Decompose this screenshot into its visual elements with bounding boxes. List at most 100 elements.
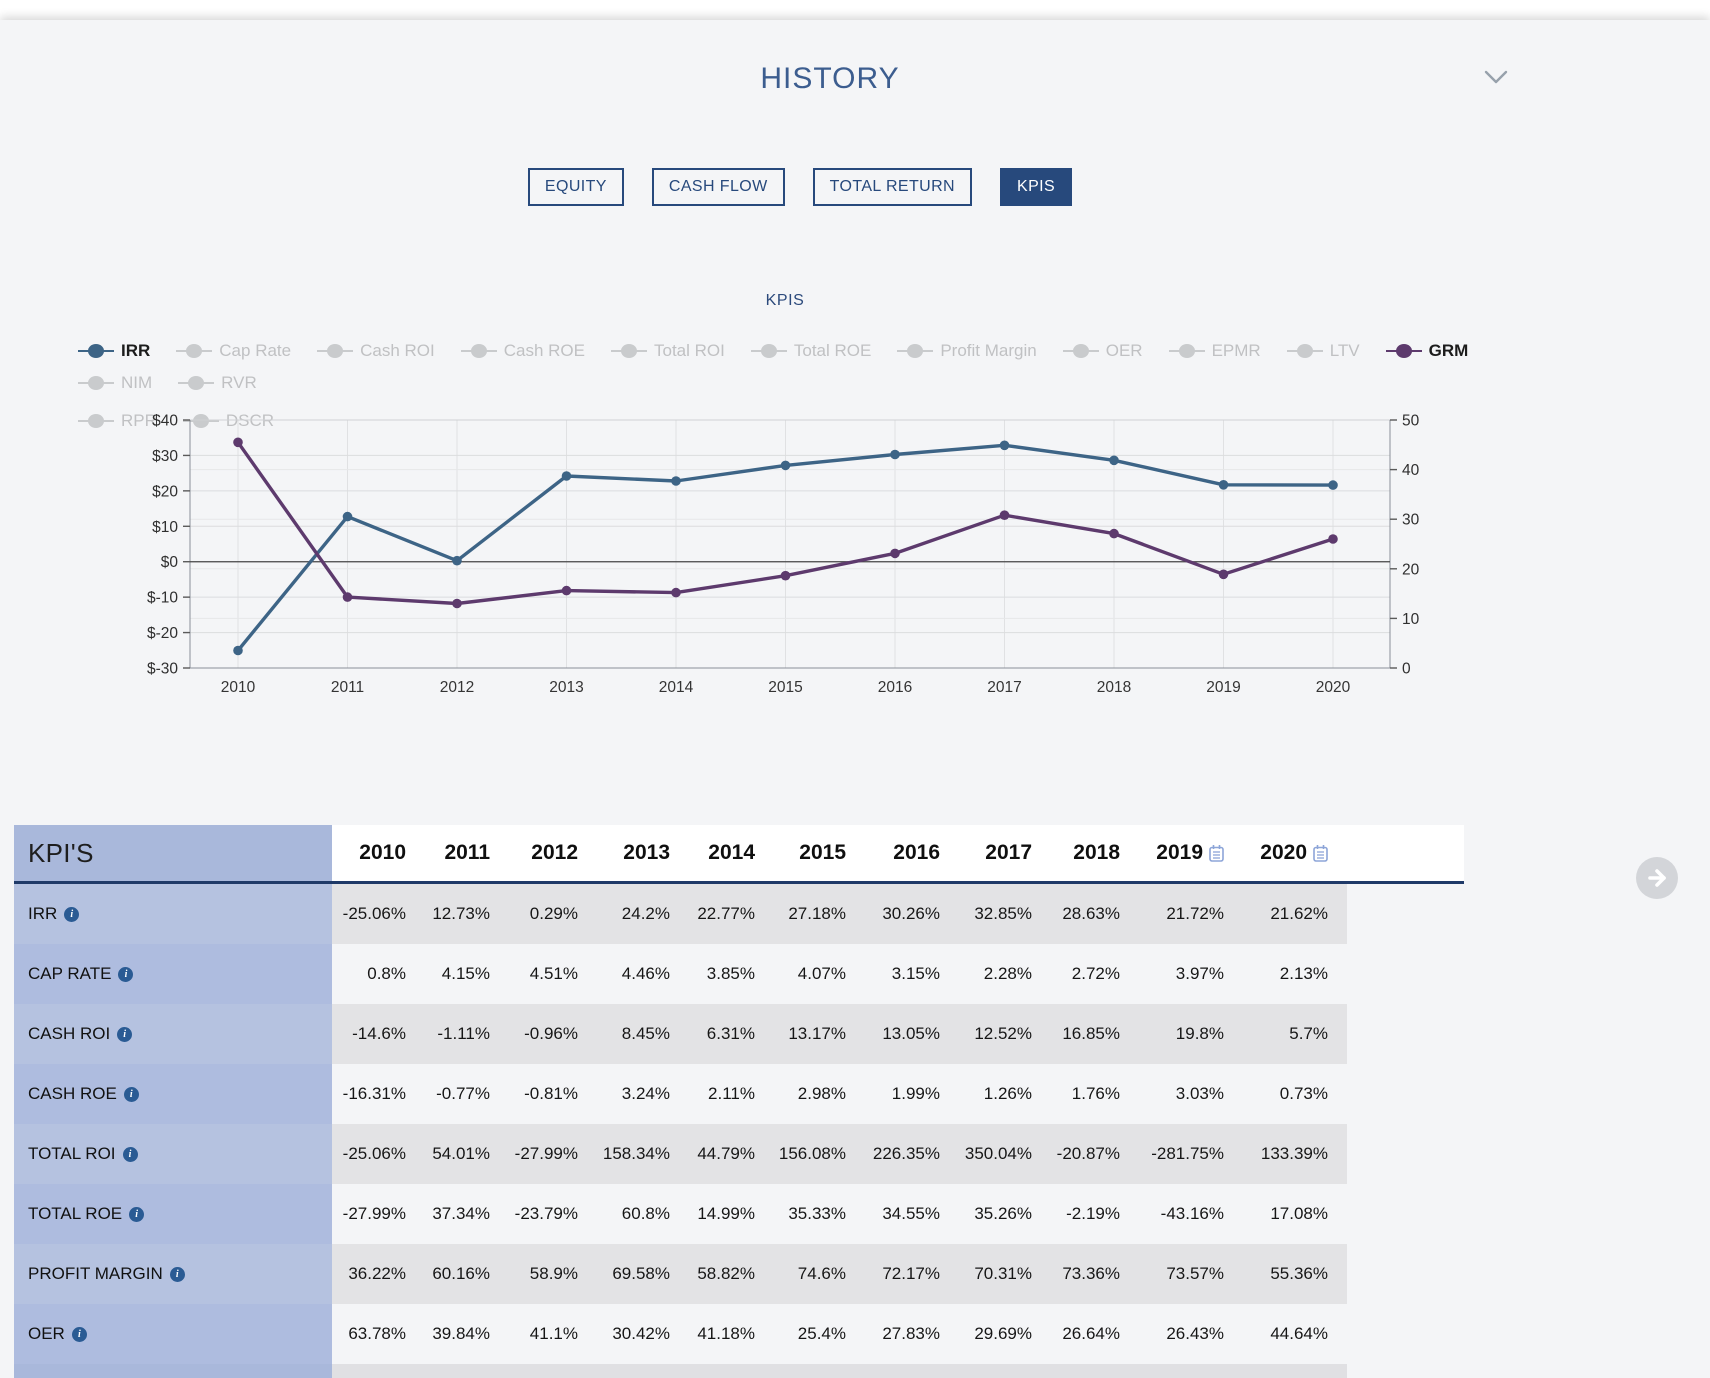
kpi-value-cell: -281.75% [1151,1144,1224,1163]
year-column-header: 2020 [1224,825,1328,881]
kpi-value-cell: 14.99% [697,1204,755,1223]
info-icon[interactable]: i [169,1266,185,1282]
info-icon[interactable]: i [117,1026,133,1042]
legend-item-rvr[interactable]: RVR [178,370,257,396]
kpi-value-cell: 69.58% [612,1264,670,1283]
kpi-row-label: TOTAL ROI i [14,1124,332,1184]
kpi-value-cell: 16.85% [1062,1024,1120,1043]
tab-equity[interactable]: EQUITY [527,168,624,206]
svg-text:30: 30 [1402,512,1420,529]
tab-total-return[interactable]: TOTAL RETURN [812,168,973,206]
kpi-value-cell: 12.73% [432,904,490,923]
kpi-value-cell: 156.08% [778,1144,846,1163]
kpi-value-cell: 13.17% [788,1024,846,1043]
kpi-value-cell: -0.81% [524,1084,578,1103]
svg-text:$30: $30 [152,448,178,465]
kpi-value-cell: 41.1% [529,1324,578,1343]
series-marker-icon [460,344,497,358]
year-column-header: 2015 [799,841,846,864]
kpi-row-label: OER i [14,1304,332,1364]
kpi-value-cell: 54.01% [432,1144,490,1163]
info-icon[interactable]: i [64,906,80,922]
kpi-value-cell: -1.11% [437,1024,490,1043]
kpi-value-cell: -14.6% [352,1024,406,1043]
kpi-value-cell: 3.97% [1175,964,1224,983]
tab-kpis[interactable]: KPIS [1000,168,1073,206]
svg-text:2010: 2010 [221,679,256,696]
legend-item-total-roe[interactable]: Total ROE [750,338,871,364]
legend-item-irr[interactable]: IRR [78,338,150,364]
svg-text:2014: 2014 [659,679,694,696]
kpi-value-cell: 4.46% [621,964,670,983]
kpi-value-cell: 41.18% [697,1324,755,1343]
info-icon[interactable]: i [122,1146,138,1162]
kpi-value-cell: 8.45% [621,1024,670,1043]
year-column-header: 2012 [531,841,578,864]
chart-legend: IRR Cap Rate Cash ROI Cash ROE Total ROI Tota… [78,338,1538,434]
table-row: PROFIT MARGIN i 36.22% 60.16% 58.9% 69.58% 58.… [14,1244,1347,1304]
kpi-value-cell: 0.29% [529,904,578,923]
legend-label: Total ROI [654,341,725,360]
kpi-value-cell: 226.35% [872,1144,940,1163]
next-arrow-button[interactable] [1636,857,1678,899]
kpi-value-cell: -23.79% [514,1204,578,1223]
kpi-value-cell: 24.2% [621,904,670,923]
svg-text:2018: 2018 [1097,679,1131,696]
kpi-value-cell: 26.43% [1166,1324,1224,1343]
svg-text:2016: 2016 [878,679,912,696]
year-column-header: 2014 [708,841,755,864]
legend-item-cash-roe[interactable]: Cash ROE [460,338,585,364]
legend-item-cash-roi[interactable]: Cash ROI [317,338,435,364]
kpi-row-label: PROFIT MARGIN i [14,1244,332,1304]
legend-item-profit-margin[interactable]: Profit Margin [897,338,1037,364]
kpi-value-cell: 25.4% [797,1324,846,1343]
legend-item-epmr[interactable]: EPMR [1168,338,1261,364]
kpi-value-cell: 28.63% [1062,904,1120,923]
svg-text:$-20: $-20 [147,625,178,642]
tab-cash-flow[interactable]: CASH FLOW [651,168,785,206]
table-row: IRR i -25.06% 12.73% 0.29% 24.2% 22.77% 27.18% 3… [14,884,1347,944]
clipboard-icon [1209,845,1224,862]
kpi-value-cell: 3.03% [1175,1084,1224,1103]
info-icon[interactable]: i [129,1206,145,1222]
svg-text:50: 50 [1402,413,1420,430]
kpi-value-cell: 63.78% [348,1324,406,1343]
legend-item-nim[interactable]: NIM [78,370,152,396]
legend-label: Cash ROI [360,341,435,360]
kpi-value-cell: 133.39% [1260,1144,1328,1163]
info-icon[interactable]: i [123,1086,139,1102]
kpi-value-cell: 30.42% [612,1324,670,1343]
kpi-value-cell: 30.26% [882,904,940,923]
svg-text:0: 0 [1402,661,1411,678]
legend-item-ltv[interactable]: LTV [1286,338,1360,364]
kpi-value-cell: 36.22% [348,1264,406,1283]
svg-text:2012: 2012 [440,679,474,696]
series-marker-icon [897,344,934,358]
legend-label: RVR [221,373,257,392]
year-column-header: 2019 [1120,825,1224,881]
series-marker-icon [78,344,114,358]
kpi-value-cell: -2.19% [1066,1204,1120,1223]
kpi-value-cell: -16.31% [342,1084,406,1103]
kpi-value-cell: -43.16% [1160,1204,1224,1223]
info-icon[interactable]: i [118,966,134,982]
kpi-value-cell: 58.82% [697,1264,755,1283]
legend-label: NIM [121,373,153,392]
kpi-value-cell: -25.06% [342,1144,406,1163]
kpi-value-cell: 2.28% [983,964,1032,983]
svg-text:$20: $20 [152,483,178,500]
kpi-value-cell: -27.99% [514,1144,578,1163]
legend-item-total-roi[interactable]: Total ROI [611,338,725,364]
series-marker-icon [317,344,354,358]
kpi-value-cell: 27.83% [882,1324,940,1343]
legend-item-grm[interactable]: GRM [1385,338,1468,364]
info-icon[interactable]: i [71,1326,87,1342]
kpi-value-cell: 44.79% [697,1144,755,1163]
legend-item-rpr[interactable]: RPR [78,408,157,434]
legend-item-oer[interactable]: OER [1062,338,1143,364]
table-header-row: KPI'S 2010 2011 2012 2013 2014 2015 2016 2017 201… [14,825,1464,884]
kpi-value-cell: 22.77% [697,904,755,923]
legend-item-cap-rate[interactable]: Cap Rate [176,338,291,364]
chevron-down-icon[interactable] [1484,70,1510,86]
